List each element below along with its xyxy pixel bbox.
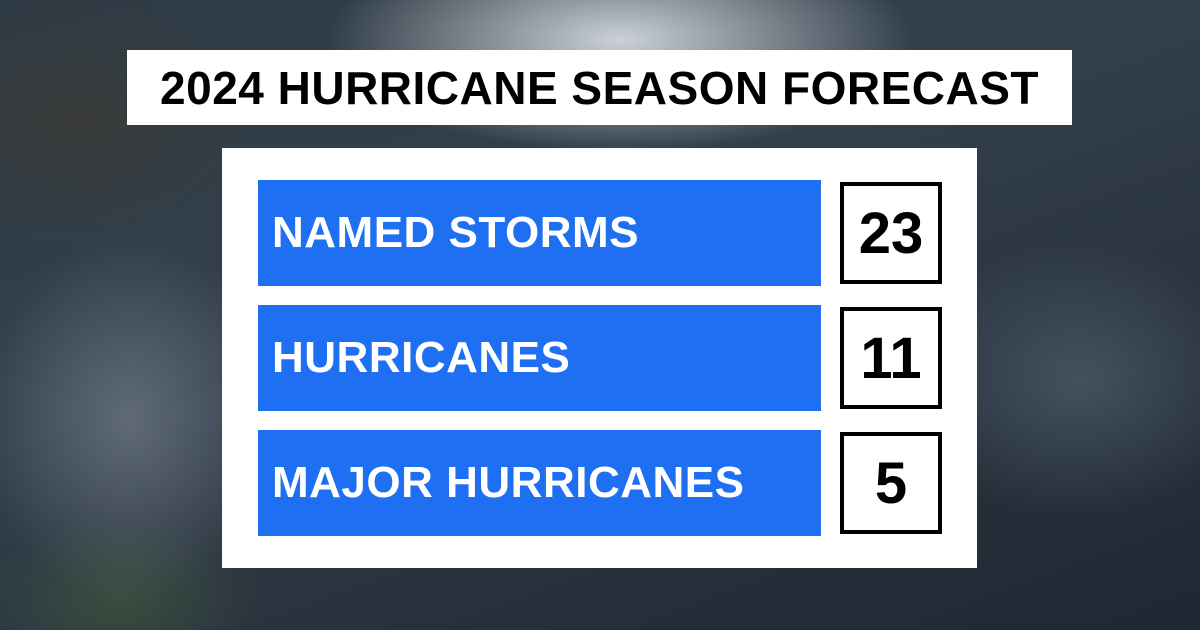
row-label: MAJOR HURRICANES (272, 458, 745, 507)
title: 2024 HURRICANE SEASON FORECAST (160, 61, 1039, 114)
label-bar: NAMED STORMS (258, 180, 821, 286)
title-box: 2024 HURRICANE SEASON FORECAST (127, 50, 1072, 125)
forecast-row: HURRICANES 11 (258, 305, 942, 411)
label-bar: HURRICANES (258, 305, 821, 411)
forecast-row: MAJOR HURRICANES 5 (258, 430, 942, 536)
label-bar: MAJOR HURRICANES (258, 430, 821, 536)
row-value: 23 (858, 200, 924, 266)
value-box: 23 (840, 182, 942, 284)
forecast-panel: NAMED STORMS 23 HURRICANES 11 MAJOR HURRICAN… (222, 148, 977, 568)
value-box: 5 (840, 432, 942, 534)
value-box: 11 (840, 307, 942, 409)
row-value: 11 (860, 325, 922, 391)
forecast-row: NAMED STORMS 23 (258, 180, 942, 286)
row-value: 5 (874, 450, 908, 516)
row-label: NAMED STORMS (272, 208, 639, 257)
row-label: HURRICANES (272, 333, 571, 382)
